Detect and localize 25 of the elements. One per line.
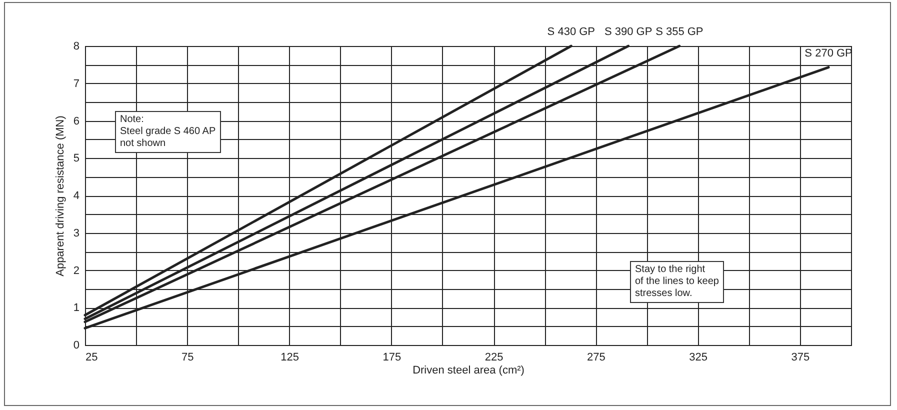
series-label: S 390 GP <box>604 26 652 38</box>
annotation: Stay to the right of the lines to keep stresses low. <box>630 261 724 303</box>
x-axis-title: Driven steel area (cm²) <box>412 364 524 376</box>
x-tick-label: 375 <box>791 352 810 364</box>
y-tick-label: 8 <box>73 40 80 52</box>
series-label: S 430 GP <box>547 26 596 38</box>
y-tick-label: 4 <box>73 190 80 202</box>
y-axis-title: Apparent driving resistance (MN) <box>54 116 66 276</box>
x-tick-label: 125 <box>280 352 299 364</box>
x-tick-label: 175 <box>382 352 402 364</box>
series-label: S 270 GP <box>804 47 852 60</box>
y-tick-label: 1 <box>73 302 80 314</box>
annotation: Note: Steel grade S 460 AP not shown <box>115 111 221 153</box>
y-tick-label: 7 <box>73 78 80 90</box>
x-tick-label: 325 <box>689 352 708 364</box>
y-tick-label: 3 <box>73 227 80 240</box>
x-tick-label: 275 <box>586 352 606 364</box>
series-label: S 355 GP <box>656 26 704 38</box>
y-tick-label: 0 <box>73 340 80 352</box>
x-tick-label: 25 <box>86 352 98 364</box>
y-tick-label: 5 <box>73 152 80 165</box>
y-tick-label: 2 <box>73 264 80 277</box>
y-tick-label: 6 <box>73 115 80 128</box>
x-tick-label: 225 <box>484 352 504 364</box>
x-tick-label: 75 <box>182 352 194 364</box>
